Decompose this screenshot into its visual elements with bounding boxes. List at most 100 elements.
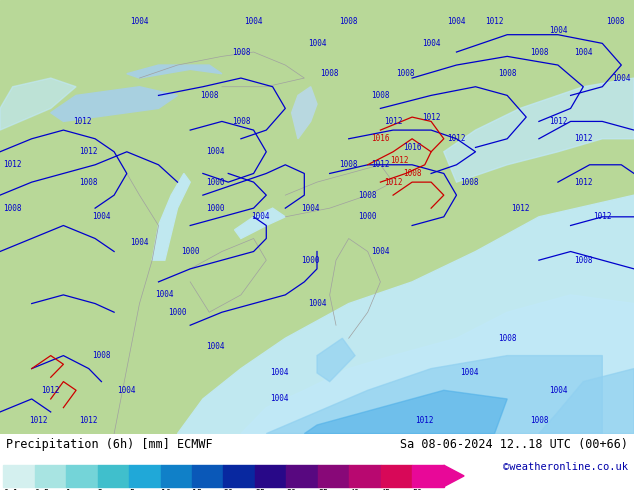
Text: 1: 1 <box>66 489 71 490</box>
Text: 1000: 1000 <box>206 178 225 187</box>
Text: 10: 10 <box>160 489 171 490</box>
Bar <box>412 465 444 487</box>
Polygon shape <box>127 65 222 78</box>
Polygon shape <box>178 195 634 434</box>
Text: 1016: 1016 <box>403 143 422 152</box>
Text: 1008: 1008 <box>231 48 250 56</box>
Text: 1012: 1012 <box>422 113 441 122</box>
Text: 1008: 1008 <box>339 160 358 169</box>
Text: 40: 40 <box>349 489 359 490</box>
Text: 1008: 1008 <box>605 17 624 26</box>
Text: 1000: 1000 <box>301 256 320 265</box>
Text: 1008: 1008 <box>403 169 422 178</box>
Text: 1012: 1012 <box>73 117 92 126</box>
Text: 1008: 1008 <box>92 351 111 360</box>
Polygon shape <box>51 87 178 122</box>
Text: 30: 30 <box>287 489 297 490</box>
Text: 1008: 1008 <box>79 178 98 187</box>
Bar <box>35 465 66 487</box>
Bar <box>3 465 35 487</box>
Text: 1008: 1008 <box>358 191 377 199</box>
Text: 1008: 1008 <box>396 69 415 78</box>
Polygon shape <box>152 173 190 260</box>
Text: 1008: 1008 <box>231 117 250 126</box>
Polygon shape <box>0 78 76 130</box>
Text: 35: 35 <box>318 489 328 490</box>
Polygon shape <box>317 338 355 382</box>
Text: 1004: 1004 <box>307 299 327 308</box>
Text: ©weatheronline.co.uk: ©weatheronline.co.uk <box>503 462 628 472</box>
Text: 1012: 1012 <box>548 117 567 126</box>
Bar <box>129 465 160 487</box>
Text: 1000: 1000 <box>358 212 377 221</box>
Text: 1012: 1012 <box>390 156 409 165</box>
Polygon shape <box>241 295 634 434</box>
Bar <box>287 465 318 487</box>
Text: 1004: 1004 <box>117 386 136 395</box>
Polygon shape <box>539 368 634 434</box>
Text: 1004: 1004 <box>206 343 225 351</box>
Polygon shape <box>292 87 317 139</box>
Text: 1012: 1012 <box>574 178 593 187</box>
Text: 1012: 1012 <box>3 160 22 169</box>
Text: 1004: 1004 <box>574 48 593 56</box>
Bar <box>255 465 287 487</box>
Text: 1004: 1004 <box>612 74 631 82</box>
Text: 1004: 1004 <box>250 212 269 221</box>
Text: 45: 45 <box>381 489 391 490</box>
Text: 1004: 1004 <box>269 394 288 403</box>
Text: 1012: 1012 <box>447 134 466 143</box>
Bar <box>66 465 98 487</box>
Text: 1004: 1004 <box>130 238 149 247</box>
Text: 1008: 1008 <box>529 48 548 56</box>
Text: 1012: 1012 <box>384 117 403 126</box>
Text: 1012: 1012 <box>384 178 403 187</box>
Text: 1008: 1008 <box>498 334 517 343</box>
Text: 1016: 1016 <box>371 134 390 143</box>
Polygon shape <box>235 208 285 239</box>
Text: 1008: 1008 <box>200 91 219 100</box>
Text: 1008: 1008 <box>498 69 517 78</box>
Polygon shape <box>444 78 634 182</box>
Text: 1004: 1004 <box>155 291 174 299</box>
Text: 1000: 1000 <box>206 204 225 213</box>
Text: 1004: 1004 <box>130 17 149 26</box>
Text: 1012: 1012 <box>574 134 593 143</box>
Polygon shape <box>266 356 602 434</box>
Text: 1012: 1012 <box>510 204 529 213</box>
Bar <box>223 465 255 487</box>
Text: 25: 25 <box>255 489 265 490</box>
Text: 1012: 1012 <box>415 416 434 425</box>
Bar <box>318 465 349 487</box>
Text: 1004: 1004 <box>301 204 320 213</box>
Bar <box>160 465 192 487</box>
Text: 50: 50 <box>412 489 422 490</box>
Text: 1004: 1004 <box>460 368 479 377</box>
Text: 0.5: 0.5 <box>35 489 49 490</box>
Text: 1004: 1004 <box>548 386 567 395</box>
Bar <box>381 465 412 487</box>
Text: 1012: 1012 <box>79 147 98 156</box>
Text: 1012: 1012 <box>371 160 390 169</box>
Text: 1012: 1012 <box>485 17 504 26</box>
Text: 5: 5 <box>129 489 134 490</box>
Text: 1004: 1004 <box>92 212 111 221</box>
Text: 1008: 1008 <box>371 91 390 100</box>
Text: 1004: 1004 <box>307 39 327 48</box>
Text: 2: 2 <box>98 489 103 490</box>
Text: 1008: 1008 <box>574 256 593 265</box>
Text: 1004: 1004 <box>548 26 567 35</box>
Text: 15: 15 <box>192 489 202 490</box>
Text: 1000: 1000 <box>168 308 187 317</box>
Text: 1008: 1008 <box>3 204 22 213</box>
Text: 1004: 1004 <box>447 17 466 26</box>
Text: 1012: 1012 <box>79 416 98 425</box>
Text: 1000: 1000 <box>181 247 200 256</box>
Text: 1004: 1004 <box>371 247 390 256</box>
Text: 0.1: 0.1 <box>3 489 18 490</box>
Text: 1004: 1004 <box>422 39 441 48</box>
Polygon shape <box>444 465 464 487</box>
Text: Precipitation (6h) [mm] ECMWF: Precipitation (6h) [mm] ECMWF <box>6 438 213 451</box>
Bar <box>349 465 381 487</box>
Text: 1012: 1012 <box>29 416 48 425</box>
